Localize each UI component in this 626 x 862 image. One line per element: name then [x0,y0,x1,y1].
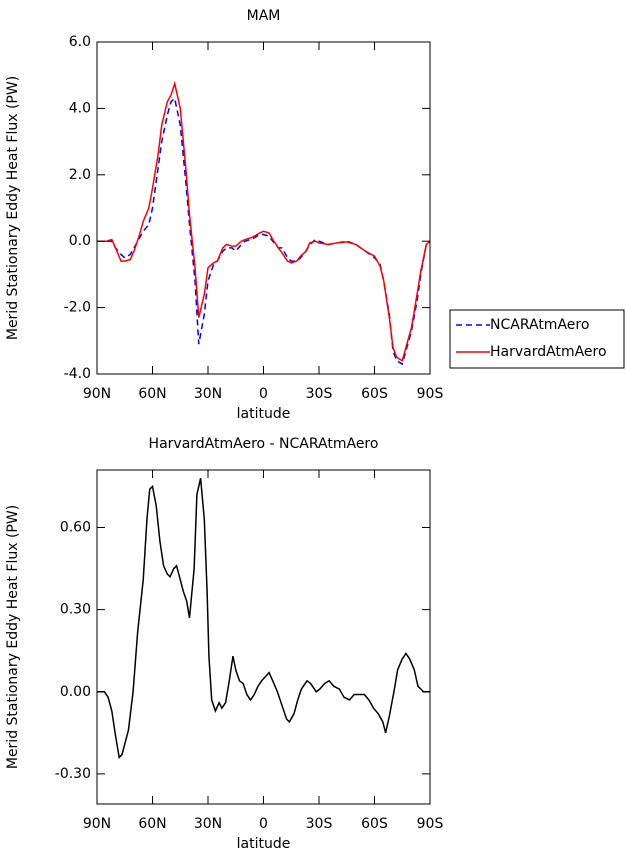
y-tick-label: 4.0 [69,100,91,116]
plot-frame [96,41,431,375]
legend-label: NCARAtmAero [490,317,589,333]
x-tick-label: 90S [417,816,444,832]
chart-title: MAM [247,8,281,24]
y-tick-label: 0.30 [60,602,91,618]
x-tick-label: 60N [138,816,166,832]
y-tick-label: 2.0 [69,167,91,183]
y-tick-label: 6.0 [69,34,91,50]
x-tick-label: 0 [259,386,268,402]
data-line [97,478,430,760]
x-tick-label: 90N [83,386,111,402]
x-tick-label: 30S [306,816,333,832]
legend-label: HarvardAtmAero [490,344,607,360]
x-tick-label: 30N [194,386,222,402]
y-tick-label: -0.30 [55,766,91,782]
x-tick-label: 90S [417,386,444,402]
y-tick-label: 0.00 [60,684,91,700]
chart-title: HarvardAtmAero - NCARAtmAero [149,436,379,452]
legend-frame [449,309,625,369]
x-axis-label: latitude [237,406,291,422]
y-tick-label: -2.0 [64,300,91,316]
y-tick-label: -4.0 [64,366,91,382]
y-tick-label: 0.60 [60,519,91,535]
data-line [97,80,431,362]
y-axis-label: Merid Stationary Eddy Heat Flux (PW) [5,76,21,340]
x-tick-label: 0 [259,816,268,832]
y-tick-label: 0.0 [69,233,91,249]
x-tick-label: 30S [306,386,333,402]
x-tick-label: 60S [361,816,388,832]
x-tick-label: 90N [83,816,111,832]
x-tick-label: 30N [194,816,222,832]
x-tick-label: 60N [138,386,166,402]
y-axis-label: Merid Stationary Eddy Heat Flux (PW) [5,505,21,769]
x-tick-label: 60S [361,386,388,402]
x-axis-label: latitude [237,836,291,852]
